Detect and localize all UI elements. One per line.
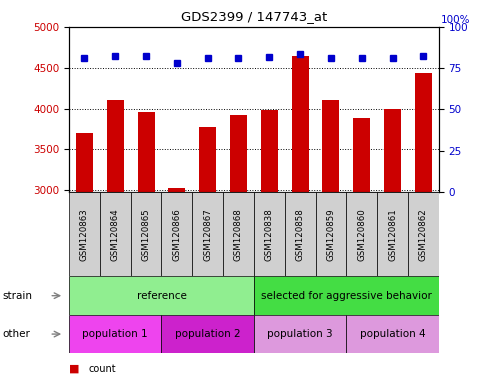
Bar	[284, 192, 316, 276]
Text: GSM120863: GSM120863	[80, 208, 89, 261]
Bar	[192, 192, 223, 276]
Bar	[131, 192, 162, 276]
Bar	[316, 192, 346, 276]
Bar	[346, 315, 439, 353]
Bar	[353, 118, 370, 192]
Bar	[169, 188, 185, 192]
Text: population 2: population 2	[175, 329, 241, 339]
Bar	[69, 192, 100, 276]
Bar	[199, 127, 216, 192]
Text: count: count	[89, 364, 116, 374]
Text: strain: strain	[2, 291, 33, 301]
Text: GSM120866: GSM120866	[173, 208, 181, 261]
Text: GSM120862: GSM120862	[419, 208, 428, 261]
Text: GSM120861: GSM120861	[388, 208, 397, 261]
Bar	[69, 315, 162, 353]
Text: 100%: 100%	[441, 15, 471, 25]
Bar	[408, 192, 439, 276]
Bar	[322, 101, 339, 192]
Text: GSM120868: GSM120868	[234, 208, 243, 261]
Text: selected for aggressive behavior: selected for aggressive behavior	[261, 291, 432, 301]
Text: GSM120867: GSM120867	[203, 208, 212, 261]
Text: GSM120864: GSM120864	[111, 208, 120, 261]
Text: ■: ■	[69, 364, 79, 374]
Text: GSM120859: GSM120859	[326, 208, 335, 261]
Bar	[162, 315, 254, 353]
Text: GSM120865: GSM120865	[141, 208, 150, 261]
Bar	[254, 315, 346, 353]
Bar	[162, 192, 192, 276]
Text: reference: reference	[137, 291, 186, 301]
Bar	[261, 110, 278, 192]
Text: GSM120838: GSM120838	[265, 208, 274, 261]
Bar	[415, 73, 432, 192]
Bar	[100, 192, 131, 276]
Text: other: other	[2, 329, 31, 339]
Text: population 4: population 4	[360, 329, 425, 339]
Bar	[377, 192, 408, 276]
Bar	[223, 192, 254, 276]
Bar	[292, 56, 309, 192]
Bar	[138, 112, 154, 192]
Bar	[346, 192, 377, 276]
Text: population 3: population 3	[267, 329, 333, 339]
Text: population 1: population 1	[82, 329, 148, 339]
Bar	[76, 133, 93, 192]
Text: GSM120860: GSM120860	[357, 208, 366, 261]
Bar	[69, 276, 254, 315]
Text: GSM120858: GSM120858	[296, 208, 305, 261]
Bar	[254, 276, 439, 315]
Bar	[230, 115, 247, 192]
Bar	[384, 109, 401, 192]
Bar	[107, 101, 124, 192]
Text: GDS2399 / 147743_at: GDS2399 / 147743_at	[181, 10, 327, 23]
Bar	[254, 192, 284, 276]
